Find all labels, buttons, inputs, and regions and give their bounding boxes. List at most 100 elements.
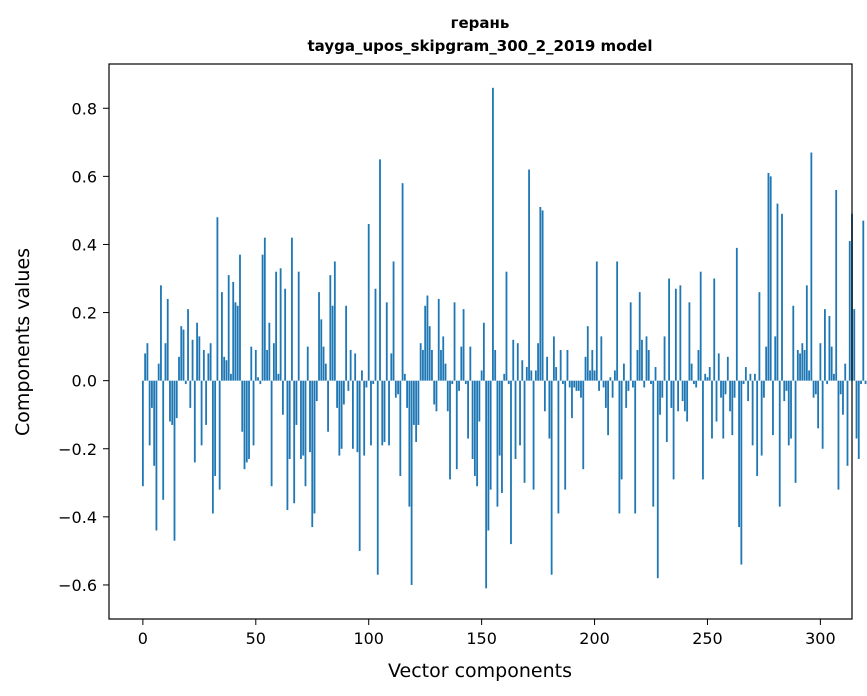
bar xyxy=(785,380,788,391)
bar xyxy=(720,380,722,398)
bar xyxy=(756,380,759,476)
bar xyxy=(796,350,799,381)
bar xyxy=(315,380,318,402)
bar xyxy=(848,241,851,381)
bar xyxy=(864,380,867,385)
bar xyxy=(286,380,289,511)
bar xyxy=(525,367,528,381)
bar xyxy=(760,380,763,456)
bar xyxy=(428,326,431,381)
bar xyxy=(562,380,564,385)
bar xyxy=(842,380,844,415)
bar xyxy=(277,373,280,381)
bar xyxy=(699,271,702,381)
bar xyxy=(532,380,535,490)
bar xyxy=(460,346,463,381)
bar xyxy=(209,343,212,381)
bar xyxy=(403,373,406,381)
bar xyxy=(449,380,451,480)
bar xyxy=(288,380,291,459)
bar xyxy=(309,380,311,453)
bar xyxy=(510,380,512,545)
bar xyxy=(401,183,404,381)
y-tick-label: 0.2 xyxy=(72,304,97,323)
bar xyxy=(397,380,399,395)
bar xyxy=(162,380,165,500)
bar xyxy=(516,343,519,381)
bar xyxy=(453,302,456,381)
bar xyxy=(733,380,736,398)
bar xyxy=(171,380,174,425)
bar xyxy=(324,363,327,381)
bar xyxy=(857,380,860,459)
bar xyxy=(182,329,185,381)
bar xyxy=(160,285,162,381)
x-axis: 0 50 100 150 200 250 300 xyxy=(138,619,836,648)
chart-title: герань xyxy=(451,14,510,32)
bar xyxy=(440,350,442,381)
bar xyxy=(266,350,268,381)
bar xyxy=(141,380,144,487)
bar xyxy=(151,380,153,408)
bar xyxy=(627,380,630,391)
bar xyxy=(711,380,713,439)
bar xyxy=(833,373,835,381)
bar xyxy=(808,370,810,381)
bar xyxy=(534,370,537,381)
bar xyxy=(268,322,271,381)
bar xyxy=(444,363,447,381)
x-tick-label: 100 xyxy=(353,629,384,648)
bar xyxy=(744,367,747,381)
bar xyxy=(383,380,386,442)
bar xyxy=(647,350,650,381)
bar xyxy=(424,305,427,381)
bar xyxy=(695,380,698,388)
bar xyxy=(485,380,488,589)
bar xyxy=(164,343,167,381)
bar xyxy=(406,380,409,408)
bar xyxy=(571,380,573,419)
bar xyxy=(552,336,555,381)
bar xyxy=(354,353,357,381)
bar xyxy=(279,268,282,381)
x-tick-label: 0 xyxy=(138,629,148,648)
bar xyxy=(830,346,833,381)
bar xyxy=(604,380,607,408)
bar xyxy=(272,343,275,381)
y-tick-label: −0.2 xyxy=(58,440,97,459)
bar xyxy=(600,336,603,381)
bar xyxy=(214,380,217,476)
bar xyxy=(550,380,553,575)
bar xyxy=(390,353,393,381)
bar xyxy=(367,224,370,381)
bar xyxy=(295,380,298,425)
bar xyxy=(740,380,743,565)
bar xyxy=(175,380,178,419)
bar xyxy=(498,380,501,456)
bar xyxy=(817,380,820,429)
bar xyxy=(300,380,302,459)
bar xyxy=(697,350,700,381)
bar xyxy=(616,261,619,381)
bar xyxy=(388,380,390,446)
bar xyxy=(333,261,336,381)
bar xyxy=(211,380,214,514)
bar xyxy=(625,380,628,408)
bar xyxy=(331,305,334,381)
bar xyxy=(492,87,494,381)
bar xyxy=(799,353,801,381)
bar-series xyxy=(141,87,867,589)
bar xyxy=(275,271,278,381)
bar xyxy=(408,380,411,507)
bar xyxy=(629,302,632,381)
bar xyxy=(609,377,612,381)
bar xyxy=(747,380,750,402)
y-tick-label: 0.0 xyxy=(72,372,97,391)
bar xyxy=(435,380,438,412)
bar xyxy=(347,380,350,391)
bar xyxy=(376,380,379,575)
bar xyxy=(311,380,314,528)
bar xyxy=(814,380,817,395)
x-tick-label: 300 xyxy=(805,629,836,648)
